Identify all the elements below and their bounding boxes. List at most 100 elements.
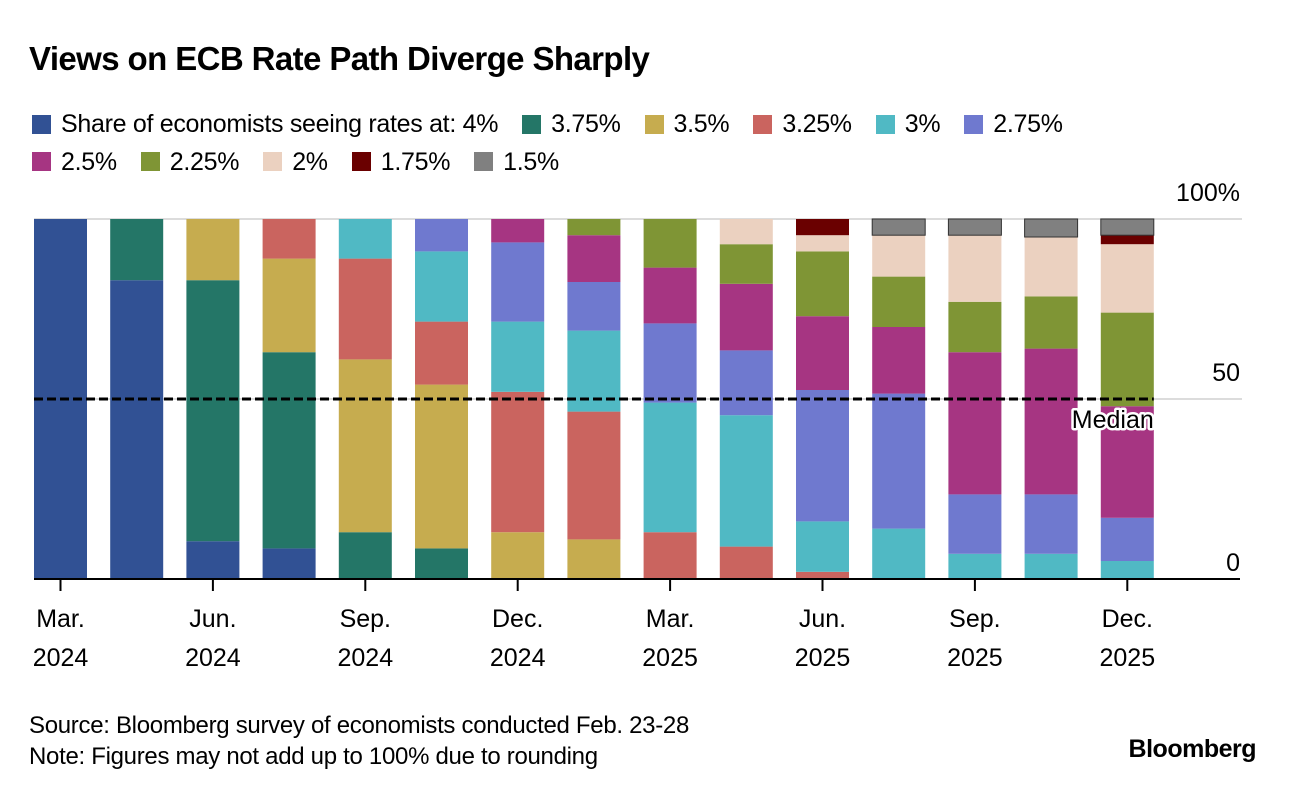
y-tick-label: 0: [1226, 549, 1240, 577]
bar-segment: [1024, 553, 1078, 579]
bar-segment: [262, 219, 316, 259]
bar-segment: [948, 235, 1002, 302]
x-tick-label-year: 2024: [185, 644, 241, 672]
legend-swatch: [753, 114, 773, 134]
bar-segment: [872, 327, 926, 394]
bar-segment: [262, 352, 316, 549]
legend-swatch: [474, 152, 494, 171]
x-tick-label-month: Sep.: [949, 605, 1000, 633]
bar-segment: [415, 384, 468, 549]
bar-segment: [719, 219, 773, 245]
bar-segment: [567, 411, 621, 540]
bar-segment: [338, 219, 392, 259]
bar-segment: [643, 267, 697, 324]
legend-item: 3.75%: [522, 106, 621, 142]
legend-swatch: [644, 114, 664, 134]
x-tick-label-month: Jun.: [799, 605, 846, 633]
bar-segment: [1024, 237, 1078, 297]
bar-segment: [415, 219, 468, 252]
bar-segment: [338, 359, 392, 533]
bar-segment: [872, 393, 926, 529]
bar-segment: [491, 391, 545, 533]
legend-item: 3%: [875, 106, 941, 142]
legend-swatch: [351, 152, 371, 171]
bar-segment: [262, 548, 316, 579]
bloomberg-logo: Bloomberg: [1128, 735, 1257, 763]
bar-segment: [491, 532, 545, 579]
bar-segment: [110, 280, 164, 579]
legend-item: 2.5%: [32, 144, 117, 180]
legend-item: 3.5%: [644, 106, 730, 142]
bar-segment: [1024, 218, 1079, 238]
bar-segment: [796, 521, 849, 572]
legend-item: Share of economists seeing rates at: 4%: [32, 106, 498, 142]
legend-label: Share of economists seeing rates at: 4%: [61, 110, 499, 138]
bar-segment: [948, 553, 1002, 579]
legend-label: 2.75%: [993, 110, 1063, 138]
x-tick-label-month: Jun.: [189, 605, 236, 633]
bar-segment: [491, 321, 545, 392]
bar-segment: [186, 219, 240, 281]
bar-segment: [567, 219, 621, 236]
legend-label: 3.25%: [782, 110, 852, 138]
x-tick-label-year: 2024: [337, 644, 393, 672]
bar-segment: [491, 242, 545, 322]
x-tick-label-year: 2025: [947, 644, 1003, 672]
bar-segment: [796, 316, 849, 390]
bar-segment: [1100, 406, 1154, 518]
bar-segment: [796, 571, 849, 579]
bar-segment: [1024, 296, 1078, 349]
source-note: Source: Bloomberg survey of economists c…: [29, 712, 689, 739]
bar-segment: [1100, 218, 1155, 236]
bar-segment: [567, 235, 621, 282]
bar-segment: [948, 352, 1002, 495]
bar-segment: [871, 218, 926, 236]
legend-item: 2.75%: [964, 106, 1063, 142]
bar-segment: [643, 402, 697, 533]
bar-segment: [872, 528, 926, 579]
bar-segment: [415, 548, 468, 579]
bar-segment: [1024, 494, 1078, 554]
bar-segment: [643, 323, 697, 403]
bar-segment: [338, 532, 392, 579]
bar-segment: [948, 301, 1002, 353]
bar-segment: [415, 321, 468, 385]
bar-segment: [948, 494, 1002, 554]
bar-segment: [338, 258, 392, 360]
legend-label: 2.25%: [169, 147, 240, 176]
bar-segment: [186, 541, 240, 579]
bar-segment: [1100, 235, 1154, 245]
y-tick-label: 50: [1212, 359, 1240, 387]
legend-swatch: [522, 114, 542, 134]
y-tick-label: 100%: [1176, 179, 1240, 207]
legend-label: 3.5%: [673, 110, 730, 138]
bar-segment: [796, 219, 849, 236]
bar-segment: [567, 282, 621, 331]
legend-label: 1.5%: [503, 147, 559, 176]
x-tick-label-month: Dec.: [1102, 605, 1153, 633]
bar-segment: [186, 280, 240, 542]
bar-segment: [796, 251, 849, 317]
bar-segment: [719, 350, 773, 416]
bar-segment: [1100, 517, 1154, 561]
median-label: Median: [1072, 406, 1154, 434]
bar-segment: [110, 219, 164, 281]
legend-swatch: [32, 114, 51, 134]
legend-item: 3.25%: [753, 106, 852, 142]
legend-swatch: [32, 152, 51, 171]
bar-segment: [1100, 561, 1154, 579]
bar-segment: [1100, 244, 1154, 313]
bar-segment: [415, 251, 468, 322]
stacked-bar-chart: 100% 50 0 Mar. 2024 Jun. 2024 Sep. 2024 Dec. 2024 M…: [33, 179, 1242, 672]
x-tick-label-year: 2025: [1099, 644, 1155, 672]
bar-segment: [947, 218, 1002, 236]
bar-segment: [1100, 312, 1154, 407]
bar-segment: [643, 532, 697, 579]
x-tick-label-year: 2024: [490, 644, 546, 672]
bar-segment: [872, 276, 926, 327]
x-tick-label-year: 2025: [642, 644, 698, 672]
legend-item: 2%: [263, 144, 328, 180]
legend-swatch: [875, 114, 895, 134]
legend-item: 1.5%: [474, 144, 559, 180]
x-tick-label-year: 2025: [795, 644, 851, 672]
